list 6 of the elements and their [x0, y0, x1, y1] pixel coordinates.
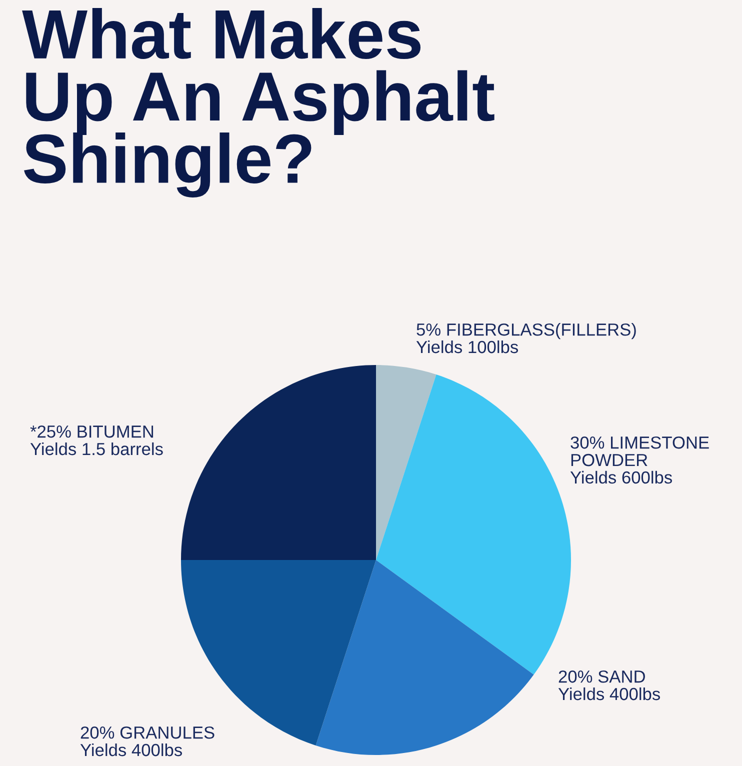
slice-label: 30% LIMESTONE POWDER Yields 600lbs — [570, 436, 709, 484]
slice-label: 20% GRANULES Yields 400lbs — [80, 726, 214, 756]
slice-label: 5% FIBERGLASS(FILLERS) Yields 100lbs — [416, 323, 636, 354]
slice-label: *25% BITUMEN Yields 1.5 barrels — [30, 425, 163, 456]
slice-label: 20% SAND Yields 400lbs — [558, 670, 660, 700]
chart-title: What Makes Up An Asphalt Shingle? — [22, 8, 494, 198]
